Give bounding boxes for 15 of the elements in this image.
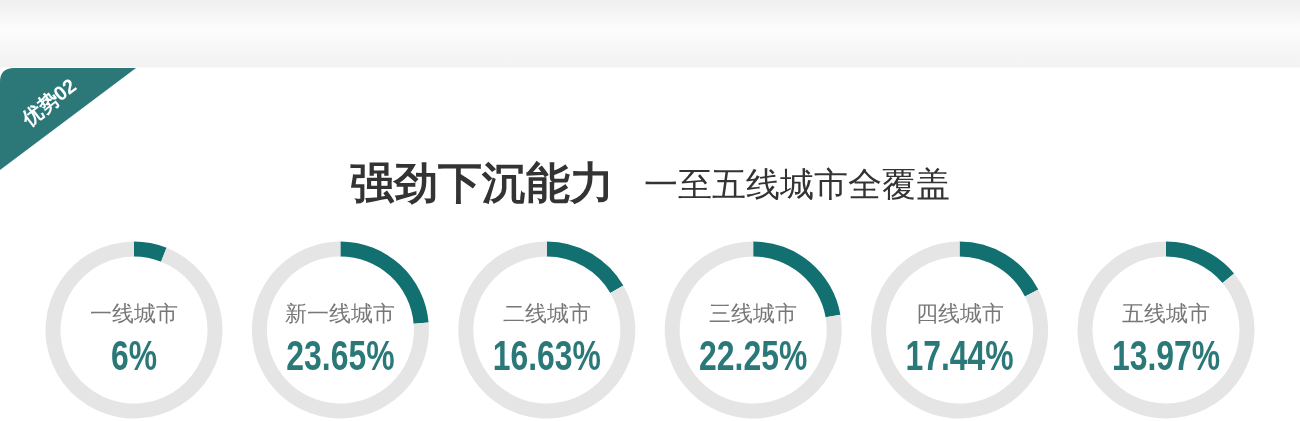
value-label: 22.25% xyxy=(699,331,808,379)
value-label: 17.44% xyxy=(905,331,1014,379)
category-label: 四线城市 xyxy=(915,300,1004,326)
value-label: 23.65% xyxy=(286,331,395,379)
value-label: 16.63% xyxy=(492,331,601,379)
category-label: 新一线城市 xyxy=(285,300,396,326)
subtitle: 一至五线城市全覆盖 xyxy=(644,165,950,203)
title: 强劲下沉能力 xyxy=(350,158,614,207)
value-label: 13.97% xyxy=(1111,331,1221,379)
category-label: 三线城市 xyxy=(709,300,798,326)
value-label: 6% xyxy=(110,331,158,379)
category-label: 五线城市 xyxy=(1122,300,1210,326)
annotation: 优势02 xyxy=(17,74,81,130)
category-label: 二线城市 xyxy=(502,300,591,326)
category-label: 一线城市 xyxy=(90,300,178,326)
